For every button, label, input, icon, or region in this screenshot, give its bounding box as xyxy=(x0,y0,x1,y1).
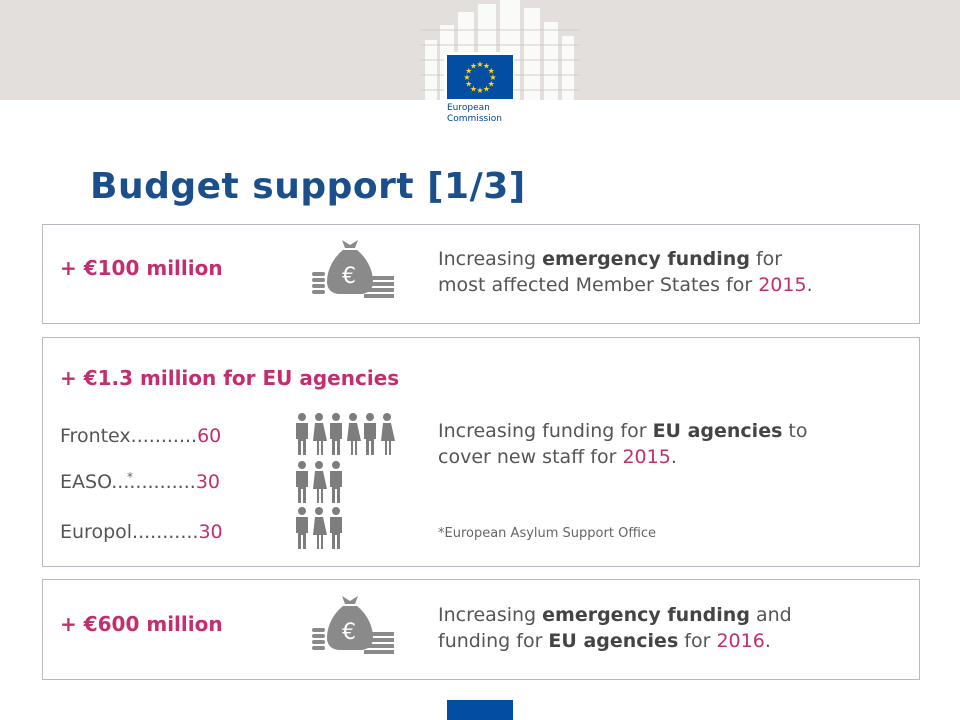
eu-star-icon: ★ xyxy=(463,73,470,82)
block1-description: Increasing emergency funding for most af… xyxy=(438,248,813,296)
eu-star-icon: ★ xyxy=(483,62,490,71)
funding-box-2015-emergency xyxy=(42,224,920,324)
money-bag-coins-icon: € xyxy=(312,596,394,654)
money-bag-coins-icon: € xyxy=(312,240,394,298)
eu-star-icon: ★ xyxy=(489,73,496,82)
page-title: Budget support [1/3] xyxy=(90,166,526,207)
agency-row-easo: EASO..............30 xyxy=(60,471,220,493)
funding-box-eu-agencies xyxy=(42,337,920,567)
footer-flag-strip xyxy=(447,700,513,720)
agency-row-europol: Europol...........30 xyxy=(60,521,223,543)
amount-600-million: + €600 million xyxy=(60,612,223,636)
eu-star-icon: ★ xyxy=(488,80,495,89)
logo-line2: Commission xyxy=(447,114,502,124)
berlaymont-building-graphic xyxy=(420,0,580,100)
logo-text: European Commission xyxy=(447,103,502,125)
svg-text:€: € xyxy=(342,264,356,289)
easo-footnote: *European Asylum Support Office xyxy=(438,526,657,541)
amount-100-million: + €100 million xyxy=(60,256,223,280)
logo-line1: European xyxy=(447,103,490,113)
staff-people-icon-europol xyxy=(296,507,342,549)
eu-star-icon: ★ xyxy=(465,80,472,89)
eu-star-icon: ★ xyxy=(465,67,472,76)
block3-description: Increasing emergency funding and funding… xyxy=(438,604,792,652)
eu-flag-icon: ★★★★★★★★★ ★ ★★ xyxy=(447,55,513,99)
eu-star-icon: ★ xyxy=(476,86,483,95)
eu-star-icon: ★ xyxy=(483,84,490,93)
eu-star-icon: ★ xyxy=(488,67,495,76)
svg-text:€: € xyxy=(342,620,356,645)
funding-box-2016 xyxy=(42,579,920,680)
eu-star-icon: ★ xyxy=(476,60,483,69)
block2-description: Increasing funding for EU agencies to co… xyxy=(438,420,808,468)
staff-people-icon-easo xyxy=(296,461,342,503)
easo-asterisk: * xyxy=(127,470,133,484)
agency-row-frontex: Frontex...........60 xyxy=(60,425,222,447)
amount-1-3-million-agencies: + €1.3 million for EU agencies xyxy=(60,366,400,390)
staff-people-icon-frontex xyxy=(296,413,395,455)
eu-star-icon: ★ xyxy=(470,62,477,71)
eu-star-icon: ★ xyxy=(470,84,477,93)
